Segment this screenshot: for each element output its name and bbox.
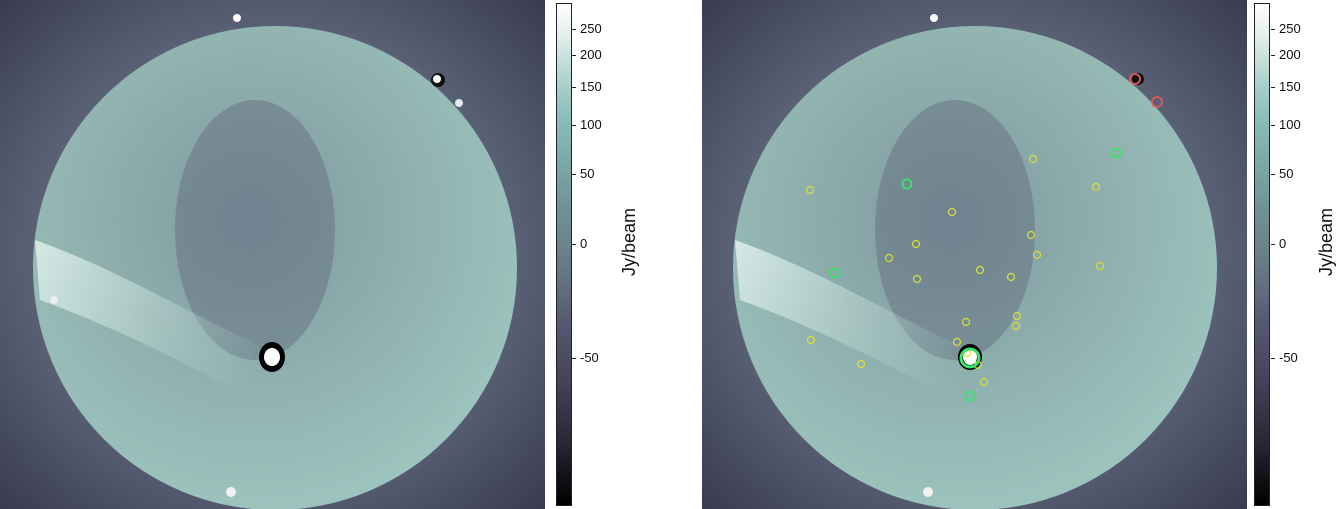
yellow-source-marker: [1011, 321, 1021, 331]
red-source-marker: [1129, 73, 1141, 85]
yellow-source-marker: [912, 274, 922, 284]
colorbar-tick: 200: [572, 47, 602, 62]
sky-image-left: [0, 0, 545, 509]
colorbar-tick: 0: [1270, 236, 1287, 251]
colorbar-tick: -50: [572, 350, 599, 365]
edge-source: [930, 14, 938, 22]
yellow-source-marker: [1028, 154, 1038, 164]
green-source-marker: [1110, 147, 1122, 159]
horizon-disk: [33, 26, 517, 509]
colorbar-tick: 150: [572, 79, 602, 94]
edge-source: [923, 487, 933, 497]
edge-source: [233, 14, 241, 22]
colorbar-tick: 50: [1270, 166, 1294, 181]
yellow-source-marker: [975, 265, 985, 275]
colorbar-tick: 200: [1271, 47, 1301, 62]
yellow-source-marker: [979, 377, 989, 387]
yellow-source-marker: [1026, 230, 1036, 240]
edge-source: [455, 99, 463, 107]
yellow-source-marker: [1091, 182, 1101, 192]
sky-image-right: [702, 0, 1247, 509]
colorbar-tick: 0: [571, 236, 588, 251]
bright-source-core: [264, 348, 280, 366]
yellow-source-marker: [806, 335, 816, 345]
green-source-marker: [959, 347, 981, 369]
yellow-source-marker: [911, 239, 921, 249]
edge-source-halo: [1132, 73, 1144, 85]
yellow-source-marker: [961, 317, 971, 327]
yellow-source-marker: [1012, 311, 1022, 321]
horizon-disk: [733, 26, 1217, 509]
edge-source: [50, 296, 58, 304]
colorbar-label: Jy/beam: [619, 207, 639, 276]
yellow-source-marker: [856, 359, 866, 369]
dark-region: [875, 100, 1035, 360]
yellow-source-marker: [1006, 272, 1016, 282]
sky-map-left: [0, 0, 545, 509]
yellow-source-marker: [947, 207, 957, 217]
green-source-marker: [829, 267, 841, 279]
bright-source-core: [963, 349, 977, 365]
colorbar-tick: 100: [572, 117, 602, 132]
yellow-source-marker: [952, 337, 962, 347]
dark-region: [175, 100, 335, 360]
yellow-source-marker: [884, 253, 894, 263]
colorbar-tick: -50: [1271, 350, 1298, 365]
source-markers: [805, 73, 1163, 402]
colorbar-tick: 100: [1271, 117, 1301, 132]
galactic-plane-band: [735, 240, 1000, 420]
red-source-marker: [1151, 96, 1163, 108]
green-source-marker: [964, 390, 976, 402]
edge-source: [433, 75, 441, 83]
yellow-source-marker: [1095, 261, 1105, 271]
colorbar-tick: 50: [571, 166, 595, 181]
green-source-marker: [901, 178, 913, 190]
yellow-source-marker: [1032, 250, 1042, 260]
galactic-plane-band: [35, 240, 300, 420]
colorbar-label: Jy/beam: [1316, 207, 1336, 276]
colorbar-tick: 150: [1271, 79, 1301, 94]
edge-source: [226, 487, 236, 497]
sky-map-right: [702, 0, 1247, 509]
colorbar-right: [1254, 3, 1270, 506]
yellow-source-marker: [805, 185, 815, 195]
colorbar-tick: 250: [1271, 21, 1301, 36]
colorbar-left: [556, 3, 572, 506]
colorbar-tick: 250: [572, 21, 602, 36]
